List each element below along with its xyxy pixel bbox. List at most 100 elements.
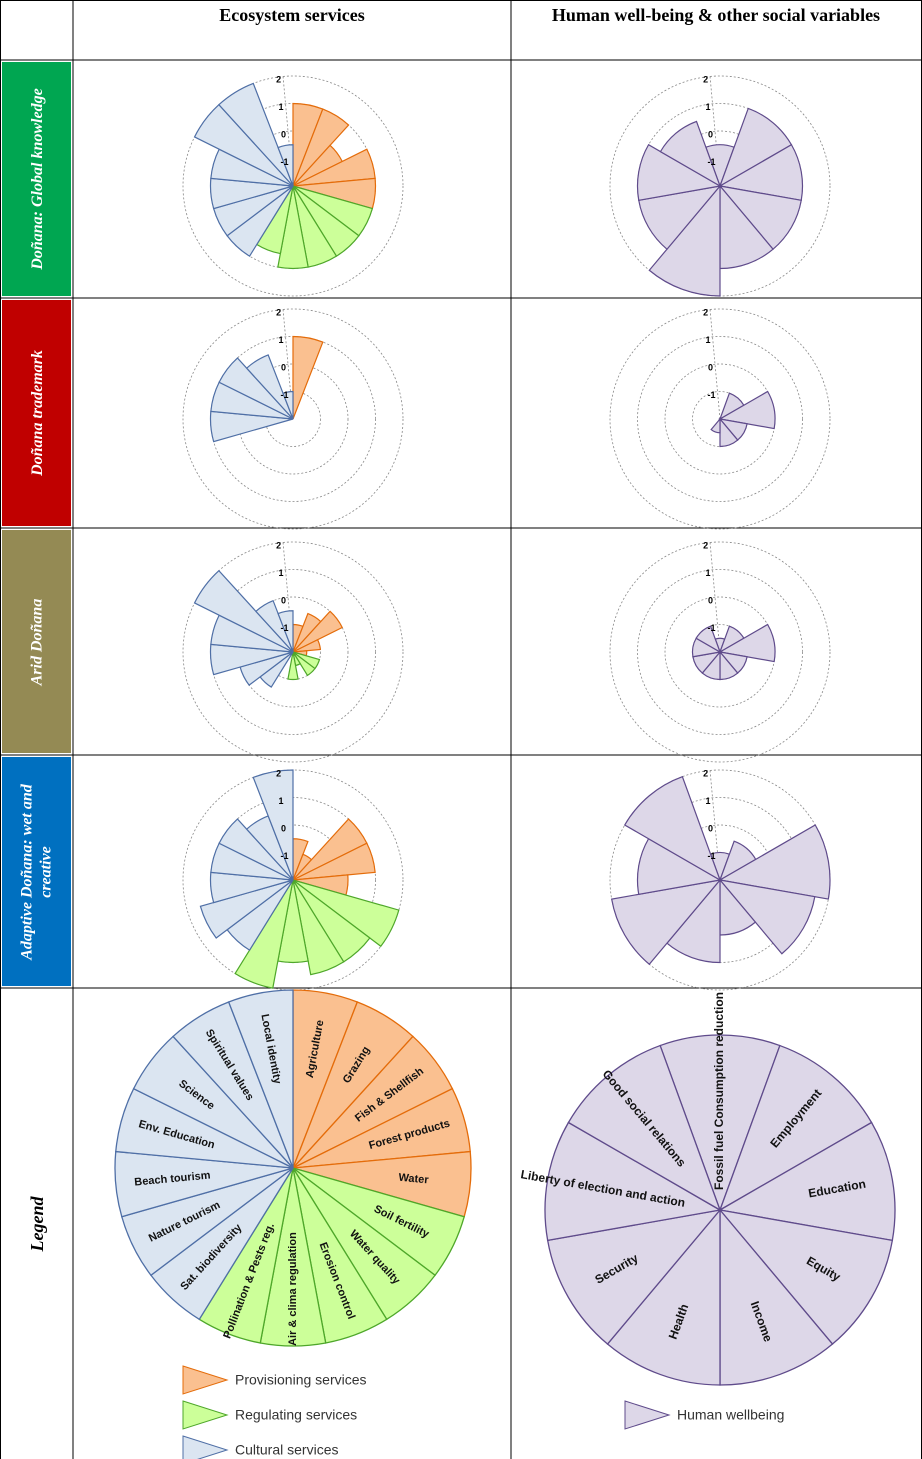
legend-sector	[544, 1121, 722, 1242]
legend-sector	[659, 1034, 781, 1212]
row-label: Arid Doñana	[28, 598, 45, 685]
column-header: Human well-being & other social variable…	[551, 5, 881, 25]
radial-axis	[709, 769, 721, 881]
sector	[610, 879, 722, 966]
sector	[277, 610, 294, 653]
sector	[277, 144, 294, 187]
r-tick-label: 0	[708, 129, 713, 139]
radial-axis	[282, 75, 294, 187]
sector	[292, 638, 322, 653]
r-tick-label: 0	[281, 129, 286, 139]
sector	[292, 842, 376, 881]
r-tick-label: -1	[708, 390, 716, 400]
sector	[718, 390, 776, 430]
sector	[282, 390, 294, 420]
r-tick-label: 1	[279, 568, 284, 578]
r-tick-label: 1	[706, 335, 711, 345]
legend-swatch	[182, 1365, 229, 1395]
legend-swatch	[182, 1400, 229, 1430]
radial-axis	[709, 75, 721, 187]
polar-chart: -1 0 1 2	[609, 74, 831, 297]
sector	[218, 82, 294, 187]
sector	[252, 769, 294, 881]
sector	[623, 775, 722, 882]
radial-axis	[709, 308, 721, 420]
legend-label: Legend	[26, 1196, 46, 1251]
radial-axis	[282, 308, 294, 420]
sector	[718, 879, 816, 955]
polar-chart: -1 0 1 2	[182, 540, 404, 763]
r-tick-label: 1	[279, 796, 284, 806]
grid-circle	[609, 541, 831, 763]
sector	[199, 879, 294, 939]
sector	[636, 143, 722, 202]
legend-sector	[606, 1208, 721, 1386]
grid-circle	[609, 308, 831, 530]
legend-text: Provisioning services	[235, 1372, 367, 1388]
sector	[292, 610, 344, 653]
r-tick-label: 1	[706, 796, 711, 806]
row-label: Doñana trademark	[28, 350, 45, 476]
polar-chart: -1 0 1 2	[182, 768, 404, 991]
legend-sector	[718, 1044, 873, 1212]
category-label: Fossil fuel Consumption reduction	[712, 992, 726, 1190]
sector	[659, 120, 722, 188]
grid-circle	[182, 308, 404, 530]
r-tick-label: 1	[706, 568, 711, 578]
legend-sector	[546, 1209, 722, 1345]
r-tick-label: 2	[703, 74, 708, 84]
r-tick-label: 2	[276, 307, 281, 317]
legend-wheel: Fossil fuel Consumption reduction Employm…	[520, 992, 896, 1386]
sector	[710, 417, 721, 434]
polar-chart: -1 0 1 2	[609, 307, 831, 530]
radial-axis	[282, 541, 294, 653]
r-tick-label: -1	[281, 623, 289, 633]
r-tick-label: -1	[281, 851, 289, 861]
legend-text: Human wellbeing	[677, 1407, 784, 1423]
r-tick-label: 0	[281, 595, 286, 605]
legend-sector	[718, 1121, 896, 1242]
sector	[695, 625, 722, 654]
r-tick-label: 2	[703, 307, 708, 317]
r-tick-label: 1	[279, 335, 284, 345]
category-label: Air & clima regulation	[287, 1232, 299, 1346]
row-label-background	[2, 530, 71, 753]
row-label-background	[2, 757, 71, 986]
row-label-background	[2, 62, 71, 296]
r-tick-label: -1	[281, 157, 289, 167]
r-tick-label: 1	[706, 102, 711, 112]
sector	[292, 879, 345, 976]
sector	[292, 651, 316, 677]
legend-sector	[227, 989, 294, 1169]
r-tick-label: -1	[708, 157, 716, 167]
grid-circle	[637, 336, 803, 502]
r-tick-label: 2	[703, 768, 708, 778]
polar-chart: -1 0 1 2	[182, 307, 404, 530]
polar-chart: -1 0 1 2	[182, 74, 404, 297]
sector	[718, 623, 776, 663]
legend-sector	[718, 1209, 894, 1345]
legend-swatch	[182, 1435, 229, 1459]
sector	[719, 417, 739, 448]
r-tick-label: 2	[703, 540, 708, 550]
column-header: Ecosystem services	[219, 5, 365, 25]
legend-text: Regulating services	[235, 1407, 357, 1423]
sector	[255, 599, 294, 653]
legend-swatch	[624, 1400, 671, 1430]
r-tick-label: -1	[708, 851, 716, 861]
legend-text: Cultural services	[235, 1442, 338, 1458]
sector	[287, 651, 299, 681]
r-tick-label: 1	[279, 102, 284, 112]
sector	[292, 879, 400, 948]
sector	[193, 569, 294, 653]
sector	[648, 184, 721, 297]
r-tick-label: 0	[281, 823, 286, 833]
sector	[292, 108, 350, 187]
sector	[234, 879, 294, 989]
sector	[292, 335, 324, 420]
r-tick-label: 0	[281, 362, 286, 372]
row-label-background	[2, 300, 71, 526]
